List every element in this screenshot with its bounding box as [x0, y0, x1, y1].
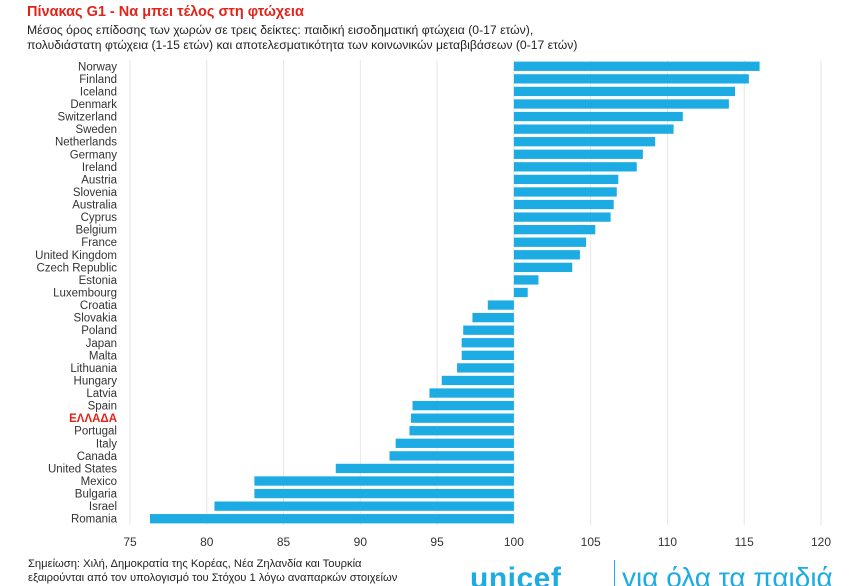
bar — [254, 488, 514, 499]
bar — [461, 338, 514, 348]
category-label: Malta — [89, 350, 118, 362]
bar — [149, 514, 514, 524]
x-tick-label: 100 — [504, 535, 524, 549]
category-label: Israel — [89, 501, 117, 513]
footnote: Σημείωση: Χιλή, Δημοκρατία της Κορέας, Ν… — [28, 557, 397, 585]
logo-divider — [614, 560, 615, 586]
category-label: Croatia — [80, 300, 118, 312]
category-label: Lithuania — [70, 363, 117, 375]
chart-subtitle: Μέσος όρος επίδοσης των χωρών σε τρεις δ… — [27, 23, 577, 53]
bar — [513, 212, 611, 222]
category-label: Germany — [70, 149, 118, 161]
bar-chart: 75 80 85 90 95 100 105 110 115 120 NorwayFinlandIc… — [35, 60, 831, 549]
x-tick-label: 85 — [277, 535, 291, 549]
bar — [214, 501, 514, 511]
x-tick-label: 110 — [658, 535, 677, 549]
category-label: Italy — [96, 438, 117, 450]
bar — [513, 124, 674, 134]
bar — [513, 225, 596, 235]
bar — [513, 237, 587, 247]
category-label: Denmark — [70, 99, 117, 111]
category-label: ΕΛΛΑΔΑ — [69, 413, 117, 425]
x-tick-label: 75 — [123, 535, 137, 549]
bar — [513, 287, 528, 298]
bar — [513, 250, 580, 260]
bar — [463, 325, 514, 335]
category-label: Ireland — [82, 162, 117, 174]
category-label: Switzerland — [58, 112, 117, 124]
bar — [513, 99, 729, 109]
bar — [409, 426, 514, 436]
bar — [513, 174, 619, 185]
category-label: Austria — [81, 174, 117, 186]
category-label: Czech Republic — [36, 262, 117, 274]
chart-title: Πίνακας G1 - Να μπει τέλος στη φτώχεια — [27, 4, 304, 20]
bar — [335, 463, 514, 474]
category-label: Norway — [78, 61, 117, 73]
category-label: France — [81, 237, 117, 249]
bar — [412, 400, 514, 411]
category-label: Netherlands — [55, 137, 117, 149]
bar — [513, 187, 617, 197]
x-tick-label: 95 — [430, 535, 444, 549]
bar — [429, 388, 514, 398]
category-label: Bulgaria — [75, 489, 118, 501]
subtitle-line-1: Μέσος όρος επίδοσης των χωρών σε τρεις δ… — [27, 23, 534, 37]
bar — [513, 86, 736, 97]
bar — [513, 74, 749, 84]
category-label: United States — [48, 463, 117, 475]
bar — [513, 262, 573, 273]
bar — [513, 199, 614, 210]
category-label: Poland — [81, 325, 117, 337]
footnote-line-2: εξαιρούνται από τον υπολογισμό του Στόχο… — [28, 572, 398, 584]
x-tick-label: 120 — [811, 535, 831, 549]
bar — [513, 137, 656, 147]
footnote-line-1: Σημείωση: Χιλή, Δημοκρατία της Κορέας, Ν… — [28, 558, 362, 570]
category-label: Cyprus — [81, 212, 118, 224]
category-label: Estonia — [79, 275, 118, 287]
category-label: Portugal — [74, 426, 117, 438]
category-label: Japan — [86, 338, 117, 350]
category-label: Australia — [72, 200, 117, 212]
subtitle-line-2: πολυδιάστατη φτώχεια (1-15 ετών) και απο… — [27, 38, 578, 52]
x-tick-label: 90 — [354, 535, 368, 549]
bar — [513, 149, 643, 159]
bar — [472, 312, 514, 323]
bar — [411, 413, 514, 423]
category-label: Luxembourg — [53, 288, 117, 300]
bar — [389, 451, 514, 461]
category-label: Sweden — [75, 124, 117, 136]
unicef-logo: unicef για όλα τα παιδιά — [470, 560, 866, 586]
unicef-tagline: για όλα τα παιδιά — [622, 562, 833, 586]
category-label: Slovenia — [73, 187, 118, 199]
bar — [254, 476, 514, 486]
category-label: Romania — [71, 514, 118, 526]
x-tick-label: 105 — [581, 535, 601, 549]
category-label: Canada — [77, 451, 118, 463]
bar — [395, 438, 514, 448]
bar — [513, 111, 683, 122]
x-tick-label: 80 — [200, 535, 214, 549]
category-label: Latvia — [86, 388, 117, 400]
category-label: Iceland — [80, 86, 117, 98]
unicef-wordmark: unicef — [470, 562, 562, 586]
bar — [513, 61, 760, 71]
category-label: Belgium — [75, 225, 117, 237]
bar — [487, 300, 514, 310]
category-label: United Kingdom — [35, 250, 117, 262]
category-label: Hungary — [74, 375, 118, 387]
bar — [513, 275, 539, 285]
bar — [457, 363, 514, 373]
category-label: Slovakia — [74, 313, 118, 325]
category-label: Mexico — [81, 476, 117, 488]
category-label: Finland — [79, 74, 117, 86]
x-tick-label: 115 — [735, 535, 754, 549]
bar — [461, 350, 514, 360]
bar — [441, 375, 514, 386]
bar — [513, 162, 637, 172]
category-label: Spain — [88, 401, 117, 413]
